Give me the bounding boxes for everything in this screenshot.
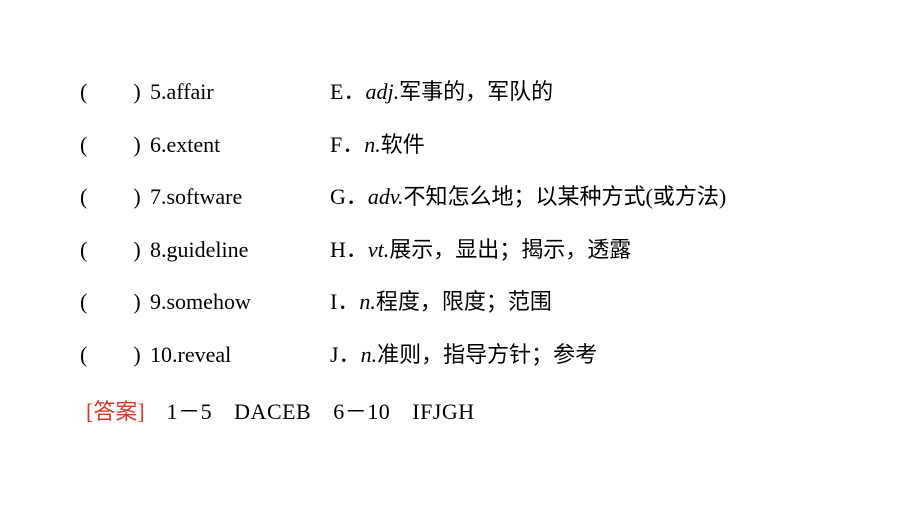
vocab-row: ()10.revealJ．n.准则，指导方针；参考 bbox=[80, 341, 920, 370]
word-cell: 9.somehow bbox=[150, 288, 330, 317]
blank-paren: () bbox=[80, 131, 150, 160]
blank-paren: () bbox=[80, 236, 150, 265]
option-marker: I． bbox=[330, 289, 359, 314]
part-of-speech: adj. bbox=[365, 79, 399, 104]
answer-range-1: 1－5 bbox=[167, 399, 213, 424]
vocab-row: ()9.somehowI．n.程度，限度；范围 bbox=[80, 288, 920, 317]
word-cell: 6.extent bbox=[150, 131, 330, 160]
definition-cell: I．n.程度，限度；范围 bbox=[330, 288, 552, 317]
word-cell: 10.reveal bbox=[150, 341, 330, 370]
blank-paren: () bbox=[80, 341, 150, 370]
vocab-row: ()7.softwareG．adv.不知怎么地；以某种方式(或方法) bbox=[80, 183, 920, 212]
definition-cell: G．adv.不知怎么地；以某种方式(或方法) bbox=[330, 183, 726, 212]
option-marker: H． bbox=[330, 237, 368, 262]
option-marker: E． bbox=[330, 79, 365, 104]
vocab-row: ()6.extentF．n.软件 bbox=[80, 131, 920, 160]
part-of-speech: n. bbox=[361, 342, 378, 367]
vocab-row: ()8.guidelineH．vt.展示，显出；揭示，透露 bbox=[80, 236, 920, 265]
definition-cell: H．vt.展示，显出；揭示，透露 bbox=[330, 236, 631, 265]
definition-text: 准则，指导方针；参考 bbox=[377, 342, 597, 367]
word-cell: 8.guideline bbox=[150, 236, 330, 265]
definition-cell: J．n.准则，指导方针；参考 bbox=[330, 341, 597, 370]
part-of-speech: n. bbox=[359, 289, 376, 314]
part-of-speech: n. bbox=[364, 132, 381, 157]
option-marker: F． bbox=[330, 132, 364, 157]
word-cell: 7.software bbox=[150, 183, 330, 212]
definition-cell: E．adj.军事的，军队的 bbox=[330, 78, 553, 107]
answer-letters-2: IFJGH bbox=[412, 399, 474, 424]
definition-cell: F．n.软件 bbox=[330, 131, 425, 160]
blank-paren: () bbox=[80, 183, 150, 212]
blank-paren: () bbox=[80, 288, 150, 317]
definition-text: 软件 bbox=[381, 132, 425, 157]
answer-label: [答案] bbox=[86, 399, 145, 424]
answer-row: [答案] 1－5 DACEB 6－10 IFJGH bbox=[80, 394, 920, 426]
definition-text: 展示，显出；揭示，透露 bbox=[389, 237, 631, 262]
definition-text: 不知怎么地；以某种方式(或方法) bbox=[404, 184, 727, 209]
definition-text: 程度，限度；范围 bbox=[376, 289, 552, 314]
part-of-speech: vt. bbox=[368, 237, 389, 262]
option-marker: J． bbox=[330, 342, 361, 367]
vocab-row: ()5.affairE．adj.军事的，军队的 bbox=[80, 78, 920, 107]
answer-letters-1: DACEB bbox=[234, 399, 311, 424]
part-of-speech: adv. bbox=[368, 184, 404, 209]
answer-range-2: 6－10 bbox=[333, 399, 390, 424]
definition-text: 军事的，军队的 bbox=[399, 79, 553, 104]
blank-paren: () bbox=[80, 78, 150, 107]
word-cell: 5.affair bbox=[150, 78, 330, 107]
option-marker: G． bbox=[330, 184, 368, 209]
